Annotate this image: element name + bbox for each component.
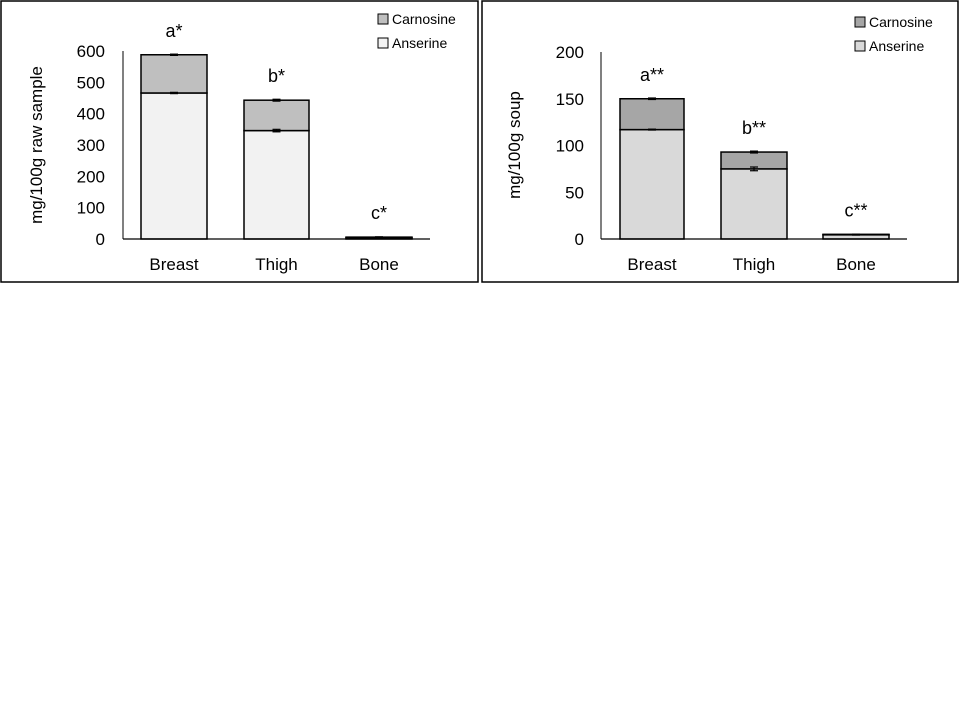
y-tick-label: 400 bbox=[77, 105, 105, 124]
y-tick-label: 600 bbox=[77, 42, 105, 61]
legend-swatch-carnosine bbox=[377, 13, 389, 25]
legend-swatch-anserine bbox=[854, 40, 866, 52]
y-tick-label: 300 bbox=[77, 136, 105, 155]
legend-label-carnosine: Carnosine bbox=[869, 14, 933, 30]
y-axis-label: mg/100g soup bbox=[505, 91, 524, 199]
bar-carnosine-breast bbox=[140, 54, 208, 94]
bar-anserine-breast bbox=[140, 92, 208, 240]
legend: Carnosine Anserine bbox=[377, 11, 456, 51]
error-bar bbox=[648, 128, 656, 131]
y-tick-label: 150 bbox=[556, 90, 584, 109]
y-tick-label: 100 bbox=[77, 199, 105, 218]
bar-anserine-thigh bbox=[720, 168, 788, 240]
y-tick-label: 200 bbox=[77, 167, 105, 186]
significance-label: a* bbox=[165, 21, 182, 41]
significance-label: c* bbox=[371, 203, 387, 223]
error-bar bbox=[170, 91, 178, 95]
x-tick-label: Bone bbox=[836, 255, 876, 274]
x-tick-label: Bone bbox=[359, 255, 399, 274]
y-tick-label: 500 bbox=[77, 73, 105, 92]
x-tick-label: Thigh bbox=[255, 255, 298, 274]
legend-label-anserine: Anserine bbox=[392, 35, 447, 51]
error-bar bbox=[750, 150, 758, 154]
bar-carnosine-breast bbox=[619, 98, 685, 131]
x-tick-label: Thigh bbox=[733, 255, 776, 274]
bar-carnosine-thigh bbox=[720, 151, 788, 170]
legend-label-carnosine: Carnosine bbox=[392, 11, 456, 27]
significance-label: b* bbox=[268, 66, 285, 86]
bar-carnosine-thigh bbox=[243, 99, 310, 132]
x-tick-label: Breast bbox=[627, 255, 676, 274]
chart-2: 0 50 100 150 200 mg/100g soup a** Breast b** Thig… bbox=[481, 0, 959, 283]
legend-swatch-anserine bbox=[377, 37, 389, 49]
significance-label: c** bbox=[844, 200, 867, 220]
error-bar bbox=[272, 128, 281, 133]
chart-border bbox=[0, 0, 479, 283]
error-bar bbox=[170, 53, 178, 56]
y-tick-label: 50 bbox=[565, 183, 584, 202]
error-bar bbox=[375, 236, 383, 239]
legend-swatch-carnosine bbox=[854, 16, 866, 28]
legend-label-anserine: Anserine bbox=[869, 38, 924, 54]
x-tick-label: Breast bbox=[149, 255, 198, 274]
error-bar bbox=[272, 98, 281, 102]
legend: Carnosine Anserine bbox=[854, 14, 933, 54]
significance-label: a** bbox=[640, 65, 664, 85]
bar-anserine-thigh bbox=[243, 129, 310, 240]
y-tick-label: 0 bbox=[575, 230, 584, 249]
y-tick-label: 0 bbox=[96, 230, 105, 249]
y-axis-label: mg/100g raw sample bbox=[27, 66, 46, 224]
error-bar bbox=[750, 166, 758, 172]
y-tick-label: 200 bbox=[556, 43, 584, 62]
significance-label: b** bbox=[742, 118, 766, 138]
y-tick-label: 100 bbox=[556, 137, 584, 156]
bar-anserine-breast bbox=[619, 128, 685, 240]
error-bar bbox=[648, 97, 656, 101]
chart-1: 0 100 200 300 400 500 600 mg/100g raw sample a* B… bbox=[0, 0, 479, 283]
